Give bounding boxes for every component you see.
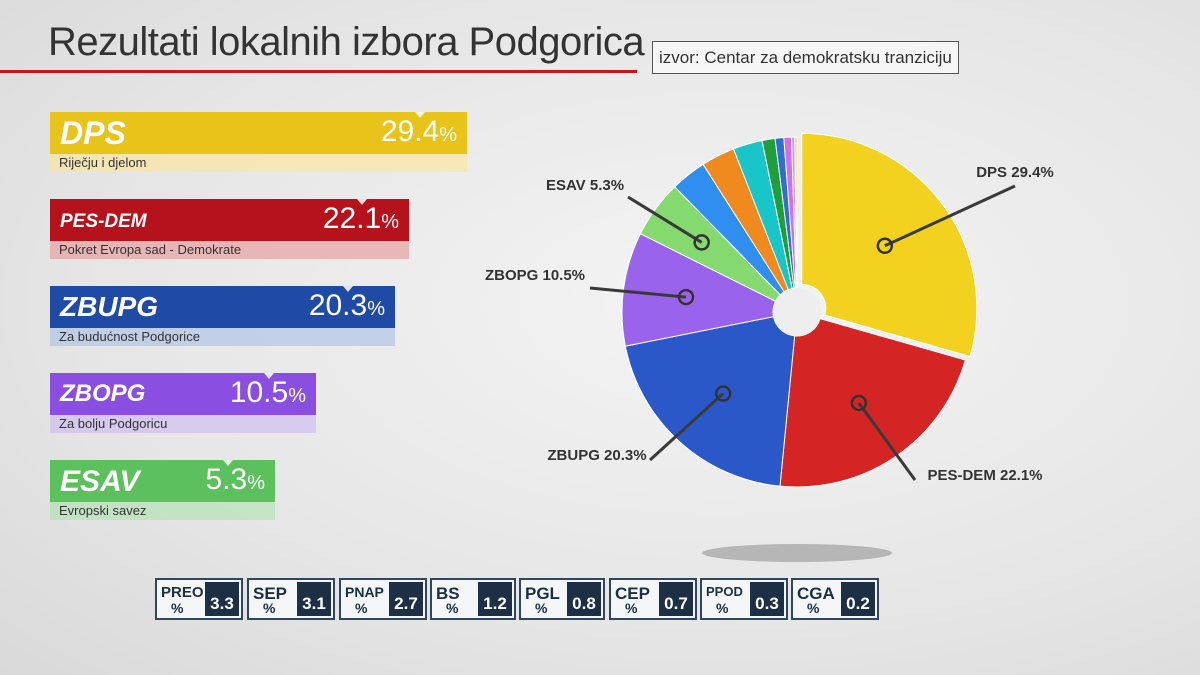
minor-abbr: PNAP bbox=[345, 584, 384, 600]
minor-party-pnap: PNAP% 2.7 bbox=[339, 578, 427, 620]
slice-label-dps: DPS 29.4% bbox=[976, 164, 1054, 181]
minor-abbr: SEP bbox=[253, 584, 288, 603]
card-value-number: 20.3 bbox=[308, 289, 368, 322]
leader-dot-zbopg bbox=[677, 288, 695, 306]
minor-percent-sign: % bbox=[807, 600, 820, 616]
header: Rezultati lokalnih izbora Podgorica bbox=[0, 0, 645, 75]
minor-party-cga: CGA% 0.2 bbox=[791, 578, 879, 620]
minor-party-bs: BS% 1.2 bbox=[430, 578, 516, 620]
card-value-percent: % bbox=[288, 385, 306, 407]
minor-abbr: BS bbox=[436, 584, 460, 603]
card-subtitle: Za budućnost Podgorice bbox=[50, 328, 395, 346]
card-subtitle: Evropski savez bbox=[50, 502, 275, 520]
minor-party-pgl: PGL% 0.8 bbox=[519, 578, 605, 620]
leader-dot-dps bbox=[876, 237, 894, 255]
minor-percent-sign: % bbox=[716, 600, 729, 616]
minor-abbr: CEP bbox=[615, 584, 650, 603]
minor-abbr: PPOD bbox=[706, 584, 743, 599]
minor-percent-sign: % bbox=[355, 600, 368, 616]
card-color-bar: PES-DEM 22.1% bbox=[50, 199, 409, 241]
minor-party-ppod: PPOD% 0.3 bbox=[700, 578, 788, 620]
card-value-percent: % bbox=[439, 124, 457, 146]
slice-label-esav: ESAV 5.3% bbox=[546, 177, 624, 194]
minor-percent-sign: % bbox=[535, 600, 548, 616]
card-value-percent: % bbox=[247, 472, 265, 494]
card-color-bar: ZBOPG 10.5% bbox=[50, 373, 316, 415]
minor-abbr: PGL bbox=[525, 584, 560, 603]
card-value: 22.1% bbox=[323, 202, 399, 236]
card-value-number: 29.4 bbox=[380, 115, 440, 148]
slice-label-zbupg: ZBUPG 20.3% bbox=[547, 447, 646, 464]
minor-value: 3.3 bbox=[205, 582, 239, 616]
slice-label-pes-dem: PES-DEM 22.1% bbox=[927, 467, 1042, 484]
leader-dot-esav bbox=[693, 234, 710, 251]
leader-line-esav bbox=[627, 195, 703, 244]
minor-value: 2.7 bbox=[389, 582, 423, 616]
leader-dot-pes-dem bbox=[850, 394, 868, 412]
card-value-percent: % bbox=[367, 298, 385, 320]
leader-line-pes-dem bbox=[857, 402, 917, 481]
card-value-number: 22.1 bbox=[322, 202, 382, 235]
card-value-number: 10.5 bbox=[229, 376, 289, 409]
minor-abbr: CGA bbox=[797, 584, 835, 603]
slice-label-zbopg: ZBOPG 10.5% bbox=[485, 267, 585, 284]
card-value: 10.5% bbox=[230, 376, 306, 410]
card-color-bar: DPS 29.4% bbox=[50, 112, 467, 154]
minor-value: 0.8 bbox=[567, 582, 601, 616]
card-value-number: 5.3 bbox=[205, 463, 248, 496]
card-value: 29.4% bbox=[381, 115, 457, 149]
minor-value: 0.7 bbox=[659, 582, 693, 616]
card-abbr: ZBOPG bbox=[60, 380, 146, 407]
page-title: Rezultati lokalnih izbora Podgorica bbox=[48, 20, 645, 64]
card-value: 5.3% bbox=[205, 463, 265, 497]
minor-value: 3.1 bbox=[297, 582, 331, 616]
minor-party-cep: CEP% 0.7 bbox=[609, 578, 697, 620]
card-notch bbox=[343, 286, 353, 292]
card-abbr: PES-DEM bbox=[60, 211, 147, 232]
minor-percent-sign: % bbox=[171, 600, 184, 616]
minor-abbr: PREO bbox=[161, 584, 204, 601]
card-value: 20.3% bbox=[309, 289, 385, 323]
card-abbr: DPS bbox=[60, 115, 126, 151]
card-abbr: ESAV bbox=[60, 465, 140, 498]
card-notch bbox=[223, 460, 233, 466]
minor-value: 0.2 bbox=[841, 582, 875, 616]
leader-dot-zbupg bbox=[714, 385, 732, 402]
minor-percent-sign: % bbox=[446, 600, 459, 616]
card-subtitle: Riječju i djelom bbox=[50, 154, 467, 172]
pie-shadow bbox=[702, 544, 892, 562]
pie-hole bbox=[773, 288, 821, 336]
source-note: izvor: Centar za demokratsku tranziciju bbox=[652, 41, 959, 74]
card-color-bar: ESAV 5.3% bbox=[50, 460, 275, 502]
card-notch bbox=[357, 199, 367, 205]
leader-line-dps bbox=[884, 184, 1016, 248]
minor-party-preo: PREO% 3.3 bbox=[155, 578, 243, 620]
card-subtitle: Za bolju Podgoricu bbox=[50, 415, 316, 433]
card-subtitle: Pokret Evropa sad - Demokrate bbox=[50, 241, 409, 259]
card-abbr: ZBUPG bbox=[60, 291, 158, 322]
minor-percent-sign: % bbox=[263, 600, 276, 616]
card-notch bbox=[264, 373, 274, 379]
card-notch bbox=[415, 112, 425, 118]
leader-line-zbupg bbox=[648, 392, 725, 462]
card-color-bar: ZBUPG 20.3% bbox=[50, 286, 395, 328]
card-value-percent: % bbox=[381, 211, 399, 233]
title-underline bbox=[0, 70, 637, 73]
minor-value: 1.2 bbox=[478, 582, 512, 616]
leader-line-zbopg bbox=[589, 286, 687, 299]
minor-value: 0.3 bbox=[750, 582, 784, 616]
minor-percent-sign: % bbox=[625, 600, 638, 616]
minor-party-sep: SEP% 3.1 bbox=[247, 578, 335, 620]
